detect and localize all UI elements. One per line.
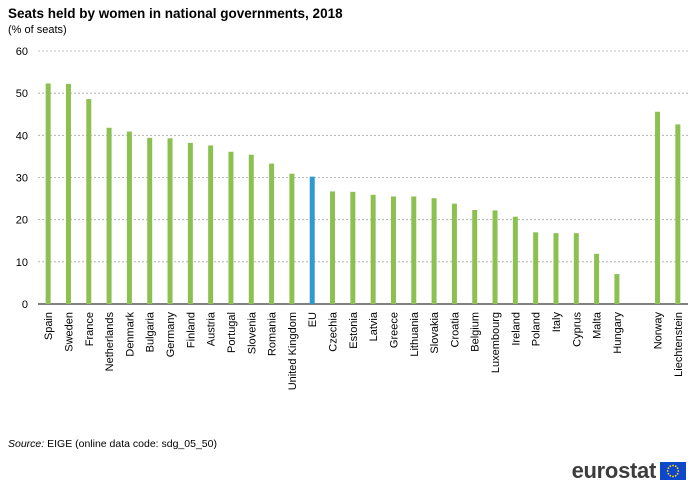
bar-liechtenstein <box>675 124 681 305</box>
y-tick-label: 0 <box>22 299 28 311</box>
bar-united-kingdom <box>289 173 295 304</box>
x-tick-label: EU <box>307 312 319 327</box>
bar-finland <box>187 142 193 304</box>
x-tick-label: Czechia <box>328 311 340 352</box>
chart-title: Seats held by women in national governme… <box>8 6 343 21</box>
y-tick-label: 30 <box>16 173 28 185</box>
bar-chart: 0 10 20 30 40 50 60 Spain Sweden France Netherland… <box>16 46 688 390</box>
x-tick-label: Portugal <box>226 312 238 353</box>
bar-austria <box>208 145 214 304</box>
x-tick-label: United Kingdom <box>287 312 299 390</box>
bar-netherlands <box>106 127 112 304</box>
x-tick-label: France <box>84 312 96 346</box>
x-tick-label: Greece <box>388 312 400 348</box>
x-tick-label: Denmark <box>124 312 136 357</box>
chart-subtitle: (% of seats) <box>8 24 67 36</box>
bar-lithuania <box>411 196 417 304</box>
x-tick-label: Poland <box>531 312 543 346</box>
bar-croatia <box>451 203 457 304</box>
bar-poland <box>533 232 539 304</box>
x-tick-label: Cyprus <box>571 312 583 347</box>
bar-denmark <box>126 131 132 304</box>
bar-portugal <box>228 151 234 304</box>
bar-france <box>86 99 92 304</box>
x-tick-label: Malta <box>592 311 604 339</box>
x-tick-label: Italy <box>551 312 563 333</box>
bar-cyprus <box>573 233 579 304</box>
y-tick-label: 60 <box>16 46 28 58</box>
x-tick-label: Liechtenstein <box>673 312 685 377</box>
x-tick-label: Spain <box>43 312 55 340</box>
bar-greece <box>390 196 396 304</box>
bar-luxembourg <box>492 210 498 304</box>
bar-romania <box>269 163 275 304</box>
x-tick-label: Lithuania <box>409 311 421 357</box>
y-tick-label: 20 <box>16 215 28 227</box>
bar-slovenia <box>248 154 254 304</box>
bar-estonia <box>350 191 356 304</box>
bar-czechia <box>330 191 336 304</box>
bar-eu <box>309 176 315 304</box>
source-text: EIGE (online data code: sdg_05_50) <box>44 438 217 450</box>
bar-bulgaria <box>147 137 153 304</box>
bar-sweden <box>65 83 71 304</box>
x-tick-label: Germany <box>165 312 177 358</box>
x-tick-label: Sweden <box>63 312 75 352</box>
bar-germany <box>167 138 173 304</box>
y-tick-label: 40 <box>16 130 28 142</box>
x-tick-label: Latvia <box>368 311 380 341</box>
y-tick-label: 50 <box>16 88 28 100</box>
bar-belgium <box>472 209 478 304</box>
eurostat-logo: eurostat <box>572 458 686 484</box>
x-tick-label: Slovenia <box>246 311 258 354</box>
bar-italy <box>553 233 559 304</box>
bar-norway <box>655 111 661 304</box>
x-tick-label: Romania <box>267 311 279 356</box>
bar-slovakia <box>431 198 437 304</box>
source-label: Source: <box>8 438 45 450</box>
x-tick-label: Luxembourg <box>490 312 502 373</box>
bar-ireland <box>512 216 518 304</box>
x-tick-label: Estonia <box>348 311 360 349</box>
x-tick-label: Bulgaria <box>145 311 157 352</box>
logo-text: eurostat <box>571 458 657 483</box>
x-tick-label: Slovakia <box>429 311 441 353</box>
bar-hungary <box>614 274 620 304</box>
bar-malta <box>594 253 600 304</box>
bar-latvia <box>370 194 376 304</box>
x-tick-label: Norway <box>653 312 665 350</box>
source-note: Source: EIGE (online data code: sdg_05_5… <box>8 438 217 450</box>
bar-spain <box>45 83 51 305</box>
y-tick-label: 10 <box>16 257 28 269</box>
eu-flag-icon <box>660 462 686 480</box>
x-tick-label: Belgium <box>470 312 482 352</box>
x-tick-label: Austria <box>206 311 218 346</box>
x-tick-label: Hungary <box>612 312 624 354</box>
x-tick-label: Croatia <box>449 311 461 347</box>
x-tick-label: Netherlands <box>104 312 116 372</box>
x-tick-label: Ireland <box>510 312 522 346</box>
x-tick-label: Finland <box>185 312 197 348</box>
